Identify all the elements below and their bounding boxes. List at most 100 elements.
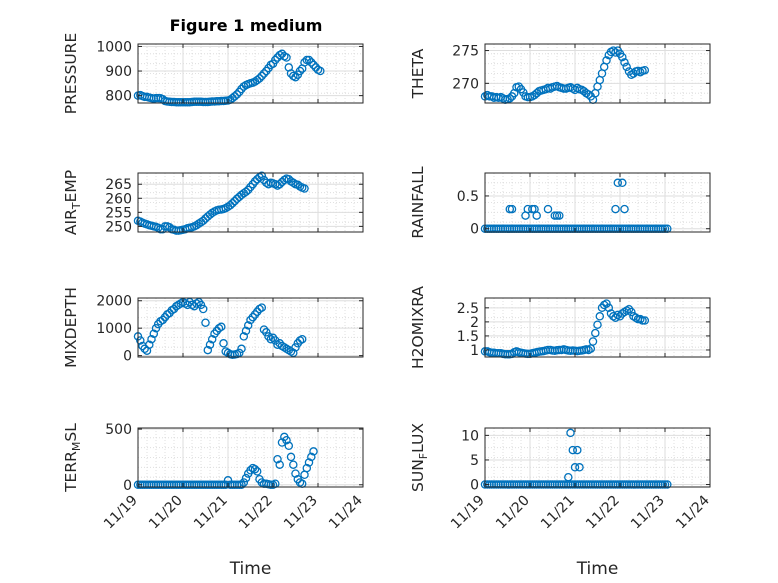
data-series bbox=[480, 428, 672, 489]
data-point bbox=[232, 90, 242, 99]
y-tick-label: 265 bbox=[105, 177, 132, 193]
y-tick-label: 0 bbox=[470, 478, 479, 494]
data-point bbox=[194, 219, 204, 228]
data-point bbox=[532, 211, 541, 220]
data-point bbox=[219, 339, 228, 348]
data-point bbox=[145, 340, 154, 349]
data-point bbox=[291, 469, 300, 478]
y-tick-label: 1000 bbox=[96, 39, 132, 55]
subplot-5: 0 1000 2000 MIXDEPTH bbox=[62, 287, 364, 368]
y-tick-label: 275 bbox=[452, 44, 479, 60]
data-point bbox=[663, 480, 672, 489]
data-point bbox=[203, 345, 213, 355]
subplot-6: 11.522.5 H2OMIXRA bbox=[409, 286, 711, 369]
y-tick-label: 1.5 bbox=[457, 329, 479, 345]
data-point bbox=[241, 473, 251, 483]
data-point bbox=[593, 320, 602, 329]
figure-title: Figure 1 medium bbox=[170, 16, 323, 35]
y-axis-label: TERRMSL bbox=[62, 423, 83, 493]
data-point bbox=[284, 441, 294, 451]
data-point bbox=[564, 472, 573, 482]
data-series bbox=[133, 49, 325, 107]
data-point bbox=[304, 55, 314, 65]
axes-background bbox=[485, 428, 710, 487]
data-point bbox=[591, 328, 600, 338]
axes-box bbox=[137, 43, 364, 104]
data-point bbox=[640, 65, 650, 75]
y-tick-label: 10 bbox=[461, 428, 479, 444]
data-point bbox=[309, 60, 318, 70]
data-point bbox=[568, 445, 578, 455]
data-point bbox=[239, 332, 249, 341]
data-point bbox=[217, 322, 226, 332]
data-point bbox=[552, 211, 562, 220]
data-point bbox=[248, 312, 258, 322]
x-tick-label: 11/19 bbox=[448, 493, 488, 533]
subplot-2: 270 275 THETA bbox=[409, 43, 711, 104]
data-point bbox=[198, 216, 208, 226]
data-series bbox=[133, 297, 307, 360]
data-point bbox=[257, 171, 267, 181]
y-tick-label: 2 bbox=[470, 315, 479, 331]
data-point bbox=[302, 463, 312, 473]
y-tick-label: 0 bbox=[123, 478, 132, 494]
x-tick-label: 11/20 bbox=[146, 493, 186, 533]
y-tick-label: 0 bbox=[123, 349, 132, 365]
data-point bbox=[289, 460, 298, 469]
axes-box bbox=[484, 297, 711, 358]
data-point bbox=[259, 325, 269, 334]
y-axis-label: PRESSURE bbox=[62, 33, 80, 115]
data-point bbox=[660, 480, 670, 489]
data-point bbox=[149, 329, 159, 338]
data-point bbox=[237, 344, 246, 354]
subplot-8: 0 5 10 11/19 11/20 11/21 11/22 11/23 11/24 SUNFLU… bbox=[409, 423, 713, 579]
data-series bbox=[133, 171, 309, 235]
data-point bbox=[602, 56, 611, 65]
axes-box bbox=[137, 297, 364, 358]
x-tick-label: 11/21 bbox=[538, 493, 578, 533]
data-point bbox=[147, 334, 156, 344]
data-point bbox=[573, 445, 582, 455]
data-point bbox=[207, 334, 217, 344]
axes-box bbox=[484, 172, 711, 233]
data-point bbox=[636, 314, 645, 324]
data-point bbox=[532, 88, 541, 98]
data-point bbox=[275, 460, 284, 469]
data-point bbox=[257, 71, 267, 81]
x-tick-label: 11/22 bbox=[236, 493, 276, 533]
data-point bbox=[611, 204, 620, 214]
data-point bbox=[165, 222, 174, 232]
y-tick-label: 260 bbox=[105, 191, 132, 207]
data-point bbox=[316, 66, 325, 76]
x-tick-label: 11/24 bbox=[326, 492, 366, 532]
x-tick-label: 11/21 bbox=[191, 493, 231, 533]
data-point bbox=[588, 337, 598, 346]
data-point bbox=[257, 303, 267, 312]
data-point bbox=[241, 187, 251, 197]
data-point bbox=[255, 74, 264, 83]
data-point bbox=[307, 58, 316, 67]
data-point bbox=[243, 321, 253, 330]
data-point bbox=[297, 334, 307, 344]
y-tick-label: 255 bbox=[105, 205, 132, 221]
y-tick-label: 900 bbox=[105, 64, 132, 80]
data-point bbox=[151, 323, 161, 333]
axes-box bbox=[484, 427, 711, 488]
x-axis-label: Time bbox=[229, 559, 272, 579]
data-point bbox=[262, 328, 271, 337]
x-tick-label: 11/20 bbox=[493, 493, 533, 533]
data-point bbox=[252, 467, 262, 476]
x-tick-label: 11/23 bbox=[628, 493, 668, 533]
data-point bbox=[620, 58, 629, 67]
data-point bbox=[230, 92, 239, 101]
data-point bbox=[250, 177, 260, 186]
data-point bbox=[226, 201, 235, 210]
data-point bbox=[304, 458, 314, 467]
data-point bbox=[136, 336, 145, 345]
y-tick-label: 0 bbox=[470, 222, 479, 238]
y-axis-label: SUNFLUX bbox=[409, 423, 430, 492]
axes-background bbox=[485, 173, 710, 232]
data-point bbox=[230, 196, 239, 206]
data-point bbox=[514, 82, 524, 91]
